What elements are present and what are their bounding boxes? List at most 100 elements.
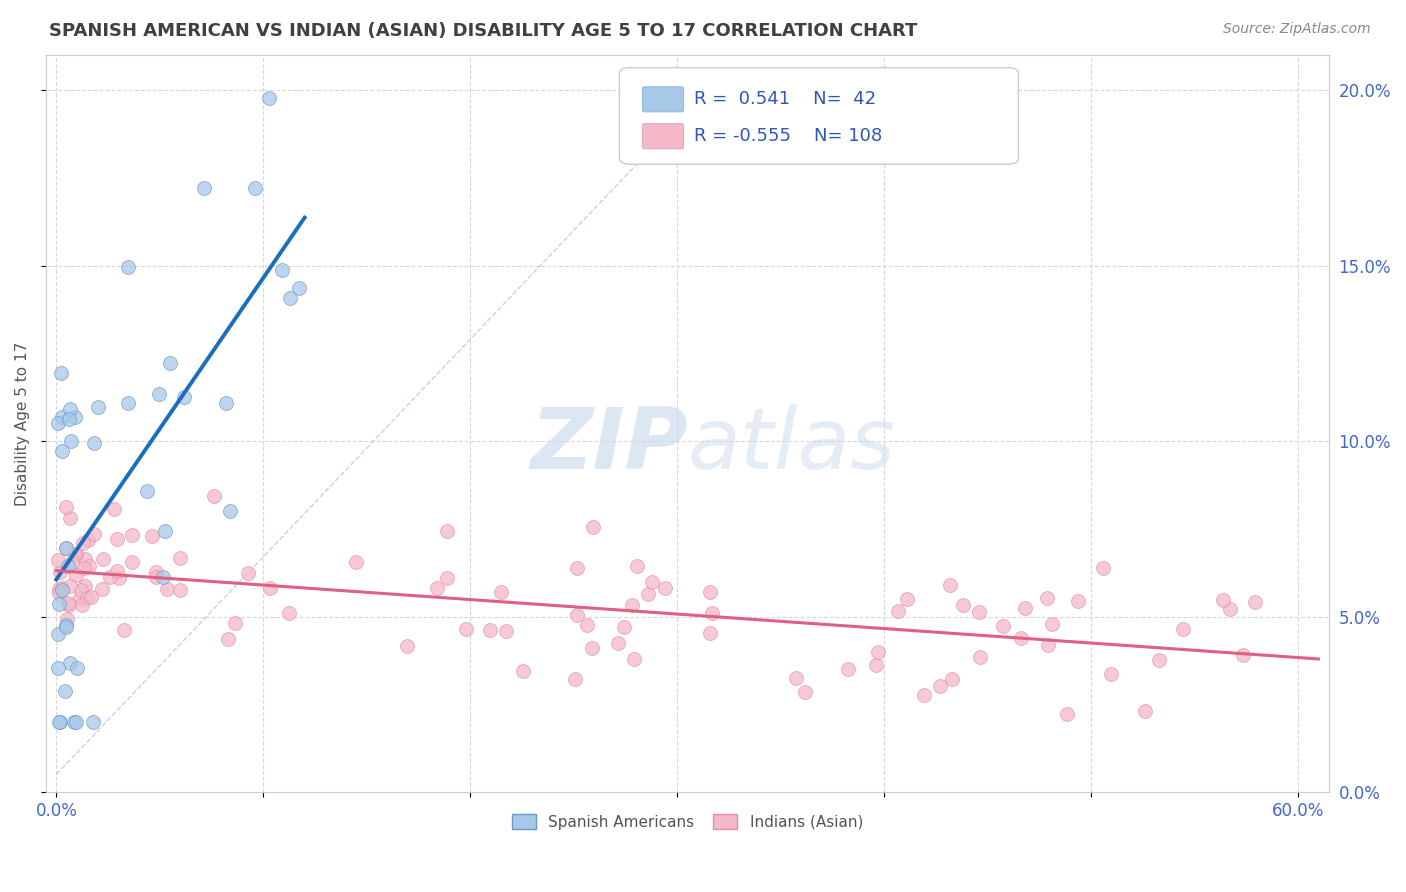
Point (55, 620, 77, 634)
Text: R =  0.541    N=  42: R = 0.541 N= 42 (693, 90, 876, 108)
Point (135, 484, 157, 499)
Point (117, 260, 139, 275)
Point (1036, 591, 1059, 606)
Point (626, 559, 648, 574)
Point (121, 527, 143, 541)
Point (121, 555, 143, 569)
Point (58, 596, 80, 610)
Point (145, 565, 167, 579)
Point (48, 627, 70, 641)
Point (58, 656, 80, 670)
Point (938, 578, 960, 592)
Point (59, 511, 82, 525)
Point (48, 582, 70, 597)
Point (169, 582, 191, 597)
Point (56, 612, 79, 626)
Point (929, 679, 952, 693)
Point (48, 565, 70, 579)
Point (641, 574, 664, 589)
Point (288, 281, 311, 295)
Point (108, 571, 131, 585)
Point (48, 553, 70, 567)
Point (454, 622, 477, 636)
Point (1212, 592, 1234, 607)
Point (63, 547, 86, 561)
Point (51, 366, 73, 380)
Point (72, 598, 94, 612)
FancyBboxPatch shape (643, 124, 683, 149)
Point (699, 625, 721, 640)
Point (51, 582, 73, 597)
Point (117, 395, 139, 409)
Point (159, 356, 181, 370)
Point (48, 661, 70, 675)
Point (1232, 648, 1254, 662)
Point (613, 620, 636, 634)
Point (1040, 616, 1063, 631)
Point (271, 263, 294, 277)
Point (581, 641, 603, 656)
Point (1066, 594, 1088, 608)
Point (145, 570, 167, 584)
Point (794, 685, 817, 699)
Point (53, 684, 76, 698)
Point (219, 504, 242, 518)
Point (425, 582, 447, 596)
FancyBboxPatch shape (643, 87, 683, 112)
Point (156, 582, 179, 597)
Point (217, 632, 239, 647)
Point (344, 555, 367, 569)
Point (436, 571, 458, 585)
Point (478, 623, 501, 637)
Point (56, 559, 79, 574)
Point (72, 536, 94, 550)
Point (59, 579, 82, 593)
Point (60, 555, 83, 569)
Point (202, 489, 225, 503)
Point (51, 581, 73, 595)
Point (51, 409, 73, 424)
Text: SPANISH AMERICAN VS INDIAN (ASIAN) DISABILITY AGE 5 TO 17 CORRELATION CHART: SPANISH AMERICAN VS INDIAN (ASIAN) DISAB… (49, 22, 918, 40)
Point (236, 566, 259, 581)
Legend: Spanish Americans, Indians (Asian): Spanish Americans, Indians (Asian) (506, 807, 869, 836)
Point (155, 524, 177, 538)
Point (105, 564, 128, 578)
Point (51, 444, 73, 458)
Point (76, 591, 98, 605)
FancyBboxPatch shape (620, 68, 1018, 164)
Point (63, 409, 86, 424)
Point (259, 90, 281, 104)
Point (699, 585, 721, 599)
Point (243, 181, 266, 195)
Point (702, 606, 724, 620)
Point (48, 586, 70, 600)
Text: ZIP: ZIP (530, 404, 688, 487)
Point (967, 605, 990, 619)
Point (148, 387, 170, 401)
Text: atlas: atlas (688, 404, 896, 487)
Point (991, 619, 1014, 633)
Point (582, 520, 605, 534)
Point (278, 291, 301, 305)
Point (215, 396, 238, 410)
Point (73, 552, 96, 566)
Point (489, 584, 512, 599)
Point (620, 598, 643, 612)
Point (567, 561, 589, 575)
Text: R = -0.555    N= 108: R = -0.555 N= 108 (693, 128, 882, 145)
Point (837, 662, 859, 676)
Point (912, 688, 935, 702)
Point (87, 400, 110, 414)
Point (1010, 631, 1032, 645)
Point (66, 660, 89, 674)
Point (141, 529, 163, 543)
Point (865, 657, 887, 672)
Point (77, 559, 100, 574)
Point (193, 180, 215, 194)
Point (1014, 601, 1036, 615)
Point (65, 547, 87, 561)
Point (49, 714, 72, 729)
Point (896, 592, 918, 607)
Point (173, 390, 195, 404)
Point (62, 714, 84, 729)
